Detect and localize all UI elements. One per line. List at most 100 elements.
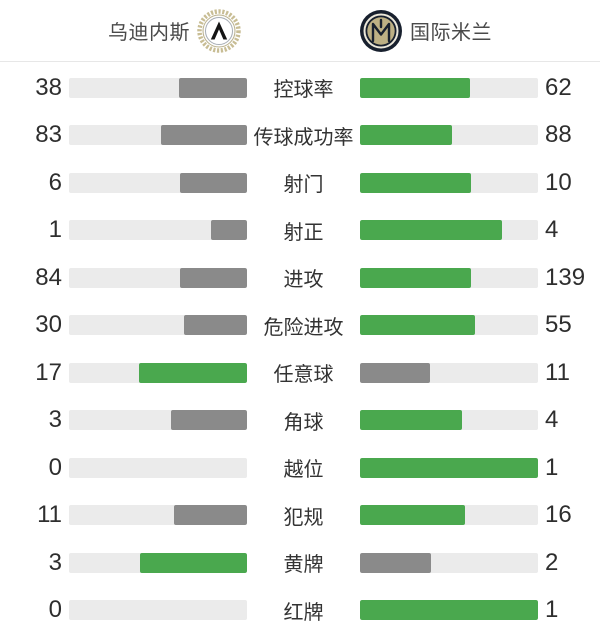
- away-stat-bar-fill: [360, 505, 466, 526]
- stat-label: 黄牌: [283, 554, 324, 577]
- stat-label: 控球率: [273, 79, 334, 102]
- away-stat-bar-fill: [360, 267, 471, 288]
- stat-row: 30 危险进攻 55: [0, 302, 600, 350]
- away-stat-bar: [360, 315, 538, 336]
- away-value: 16: [545, 501, 572, 529]
- stat-row: 1 射正 4: [0, 207, 600, 255]
- away-value: 11: [545, 358, 570, 386]
- stat-row: 3 角球 4: [0, 397, 600, 445]
- stat-label: 红牌: [283, 601, 324, 624]
- home-stat-bar: [69, 457, 247, 478]
- home-stat-bar: [69, 77, 247, 98]
- stat-label: 角球: [283, 411, 324, 434]
- away-value: 2: [545, 548, 559, 576]
- stat-row: 3 黄牌 2: [0, 539, 600, 587]
- stat-row: 17 任意球 11: [0, 349, 600, 397]
- stats-list: 38 控球率 62 83 传球成功率 88 6 射门 10 1 射正 4 84 进攻 139 30 危险进攻 55…: [0, 62, 600, 634]
- away-stat-bar: [360, 267, 538, 288]
- away-value: 1: [545, 596, 559, 624]
- away-stat-bar-fill: [360, 552, 432, 573]
- home-stat-bar-fill: [138, 362, 247, 383]
- away-value: 10: [545, 168, 572, 196]
- stat-row: 0 红牌 1: [0, 587, 600, 634]
- away-stat-bar: [360, 505, 538, 526]
- stat-label: 传球成功率: [253, 126, 354, 149]
- stat-label: 越位: [283, 459, 324, 482]
- home-value: 30: [35, 311, 62, 339]
- away-stat-bar: [360, 125, 538, 146]
- stat-label: 危险进攻: [263, 316, 344, 339]
- away-stat-bar: [360, 172, 538, 193]
- away-value: 55: [545, 311, 572, 339]
- home-team-name: 乌迪内斯: [108, 22, 190, 44]
- away-stat-bar-fill: [360, 600, 538, 621]
- away-stat-bar: [360, 410, 538, 431]
- home-stat-bar: [69, 410, 247, 431]
- away-team-name: 国际米兰: [410, 22, 492, 44]
- away-stat-bar: [360, 457, 538, 478]
- home-value: 0: [48, 596, 62, 624]
- away-value: 4: [545, 406, 559, 434]
- home-value: 3: [48, 548, 62, 576]
- home-value: 6: [48, 168, 62, 196]
- home-value: 1: [48, 216, 62, 244]
- stat-row: 0 越位 1: [0, 444, 600, 492]
- match-header: 乌迪内斯 国际米兰: [0, 0, 600, 62]
- stat-row: 84 进攻 139: [0, 254, 600, 302]
- stat-label: 任意球: [273, 364, 334, 387]
- home-stat-bar: [69, 172, 247, 193]
- home-value: 38: [35, 73, 62, 101]
- away-value: 62: [545, 73, 572, 101]
- home-stat-bar: [69, 505, 247, 526]
- home-value: 17: [35, 358, 62, 386]
- away-value: 139: [545, 263, 586, 291]
- away-stat-bar: [360, 77, 538, 98]
- stat-row: 38 控球率 62: [0, 64, 600, 112]
- stat-label: 犯规: [283, 506, 324, 529]
- away-stat-bar-fill: [360, 315, 476, 336]
- away-stat-bar: [360, 220, 538, 241]
- home-stat-bar-fill: [174, 505, 247, 526]
- stat-label: 射门: [283, 174, 324, 197]
- home-value: 83: [35, 121, 62, 149]
- away-stat-bar-fill: [360, 457, 538, 478]
- home-stat-bar: [69, 125, 247, 146]
- home-value: 3: [48, 406, 62, 434]
- away-stat-bar-fill: [360, 410, 462, 431]
- away-team[interactable]: 国际米兰: [359, 9, 492, 53]
- home-stat-bar-fill: [170, 410, 247, 431]
- stat-label: 进攻: [283, 269, 324, 292]
- home-team[interactable]: 乌迪内斯: [108, 8, 241, 53]
- away-stat-bar-fill: [360, 220, 503, 241]
- home-stat-bar: [69, 220, 247, 241]
- away-value: 1: [545, 453, 559, 481]
- home-stat-bar: [69, 600, 247, 621]
- udinese-crest-icon: [197, 8, 241, 53]
- away-stat-bar-fill: [360, 172, 472, 193]
- inter-milan-logo-icon: [360, 9, 402, 52]
- home-stat-bar-fill: [179, 77, 247, 98]
- stat-row: 83 传球成功率 88: [0, 112, 600, 160]
- home-stat-bar-fill: [180, 172, 247, 193]
- away-value: 88: [545, 121, 572, 149]
- away-stat-bar-fill: [360, 362, 430, 383]
- home-stat-bar: [69, 315, 247, 336]
- home-stat-bar-fill: [179, 267, 247, 288]
- away-stat-bar-fill: [360, 125, 452, 146]
- home-stat-bar: [69, 267, 247, 288]
- home-stat-bar-fill: [140, 552, 247, 573]
- home-stat-bar: [69, 362, 247, 383]
- home-stat-bar-fill: [184, 315, 247, 336]
- away-stat-bar-fill: [360, 77, 471, 98]
- home-stat-bar: [69, 552, 247, 573]
- away-stat-bar: [360, 362, 538, 383]
- away-stat-bar: [360, 552, 538, 573]
- home-value: 11: [37, 501, 62, 529]
- stat-row: 6 射门 10: [0, 159, 600, 207]
- home-stat-bar-fill: [160, 125, 247, 146]
- away-value: 4: [545, 216, 559, 244]
- home-value: 0: [48, 453, 62, 481]
- home-stat-bar-fill: [211, 220, 247, 241]
- away-stat-bar: [360, 600, 538, 621]
- stat-row: 11 犯规 16: [0, 492, 600, 540]
